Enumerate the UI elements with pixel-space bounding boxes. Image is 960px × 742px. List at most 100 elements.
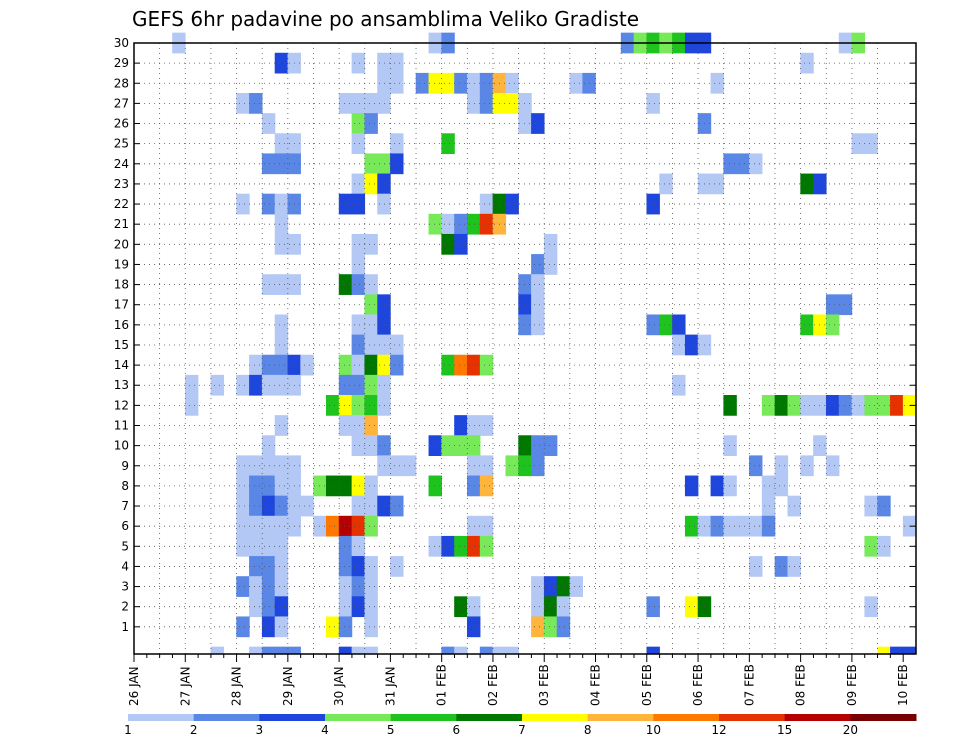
heatmap-cell — [761, 515, 776, 537]
heatmap-cell — [249, 354, 263, 376]
heatmap-cell — [364, 395, 378, 416]
heatmap-cell — [364, 495, 378, 517]
heatmap-cell — [825, 455, 840, 477]
heatmap-cell — [659, 314, 673, 336]
heatmap-cell — [351, 254, 366, 275]
chart-title: GEFS 6hr padavine po ansamblima Veliko G… — [132, 7, 639, 31]
y-tick-label: 17 — [114, 298, 129, 312]
heatmap-cell — [249, 374, 263, 396]
heatmap-cell — [364, 616, 378, 638]
heatmap-cell — [377, 93, 391, 114]
heatmap-cell — [274, 233, 289, 255]
heatmap-cell — [838, 395, 853, 416]
y-tick-label: 13 — [114, 378, 129, 392]
heatmap-cell — [467, 415, 481, 436]
heatmap-cell — [338, 475, 353, 497]
heatmap-cell — [338, 395, 353, 416]
heatmap-cell — [505, 93, 519, 114]
heatmap-cell — [261, 495, 276, 517]
heatmap-cell — [338, 515, 353, 537]
colorbar-swatch — [784, 714, 851, 721]
heatmap-cell — [467, 435, 481, 457]
heatmap-cell — [479, 646, 494, 655]
heatmap-cell — [890, 395, 904, 416]
heatmap-cell — [454, 415, 468, 436]
heatmap-cell — [351, 354, 366, 376]
heatmap-cell — [864, 395, 878, 416]
heatmap-cell — [351, 173, 366, 195]
heatmap-cell — [428, 72, 442, 94]
heatmap-cell — [543, 576, 558, 597]
x-tick-label: 04 FEB — [589, 664, 603, 706]
heatmap-cell — [274, 274, 289, 295]
heatmap-cell — [800, 173, 814, 195]
heatmap-cell — [531, 435, 545, 457]
heatmap-cell — [890, 646, 904, 655]
heatmap-cell — [672, 374, 686, 396]
heatmap-cell — [184, 395, 199, 416]
heatmap-cell — [761, 395, 776, 416]
heatmap-cell — [556, 616, 571, 638]
heatmap-cell — [351, 193, 366, 215]
heatmap-cell — [274, 52, 289, 74]
heatmap-cell — [261, 646, 276, 655]
heatmap-cell — [441, 233, 455, 255]
colorbar-label: 4 — [321, 723, 329, 737]
heatmap-cell — [236, 475, 250, 497]
heatmap-cell — [531, 314, 545, 336]
y-tick-label: 21 — [114, 217, 129, 231]
heatmap-cell — [467, 596, 481, 618]
heatmap-cell — [338, 374, 353, 396]
heatmap-cell — [428, 475, 442, 497]
heatmap-cell — [774, 395, 789, 416]
x-tick-label: 10 FEB — [896, 664, 910, 706]
heatmap-cell — [377, 294, 391, 316]
heatmap-cell — [236, 193, 250, 215]
y-tick-label: 2 — [121, 600, 129, 614]
x-tick-label: 27 JAN — [178, 666, 192, 706]
heatmap-cell — [467, 354, 481, 376]
heatmap-cell — [261, 193, 276, 215]
heatmap-cell — [774, 556, 789, 577]
heatmap-cell — [646, 646, 660, 655]
heatmap-cell — [505, 193, 519, 215]
heatmap-cell — [274, 616, 289, 638]
heatmap-cell — [184, 374, 199, 396]
colorbar-swatch — [456, 714, 523, 721]
heatmap-cell — [531, 455, 545, 477]
heatmap-cell — [646, 93, 660, 114]
heatmap-cell — [377, 193, 391, 215]
heatmap-cell — [364, 173, 378, 195]
heatmap-cell — [723, 395, 737, 416]
heatmap-cell — [274, 415, 289, 436]
heatmap-cell — [454, 213, 468, 235]
heatmap-cell — [249, 455, 263, 477]
heatmap-cell — [723, 515, 737, 537]
heatmap-cell — [428, 535, 442, 557]
heatmap-cell — [479, 72, 494, 94]
x-tick-label: 29 JAN — [281, 666, 295, 706]
heatmap-cell — [825, 314, 840, 336]
heatmap-cell — [710, 515, 725, 537]
heatmap-cell — [351, 515, 366, 537]
x-tick-label: 26 JAN — [127, 666, 141, 706]
heatmap-cell — [684, 475, 699, 497]
heatmap-cell — [261, 535, 276, 557]
y-tick-label: 30 — [114, 36, 129, 50]
heatmap-cell — [364, 515, 378, 537]
heatmap-cell — [684, 334, 699, 356]
heatmap-cell — [364, 113, 378, 134]
heatmap-cell — [441, 213, 455, 235]
heatmap-cell — [249, 495, 263, 517]
colorbar-swatch — [653, 714, 720, 721]
colorbar-swatch — [850, 714, 917, 721]
colorbar-label: 10 — [646, 723, 661, 737]
x-tick-label: 03 FEB — [537, 664, 551, 706]
heatmap-cell — [492, 646, 507, 655]
heatmap-cell — [274, 354, 289, 376]
heatmap-cell — [274, 556, 289, 577]
colorbar-label: 15 — [777, 723, 792, 737]
y-tick-label: 28 — [114, 76, 129, 90]
heatmap-cell — [710, 475, 725, 497]
heatmap-cell — [454, 596, 468, 618]
